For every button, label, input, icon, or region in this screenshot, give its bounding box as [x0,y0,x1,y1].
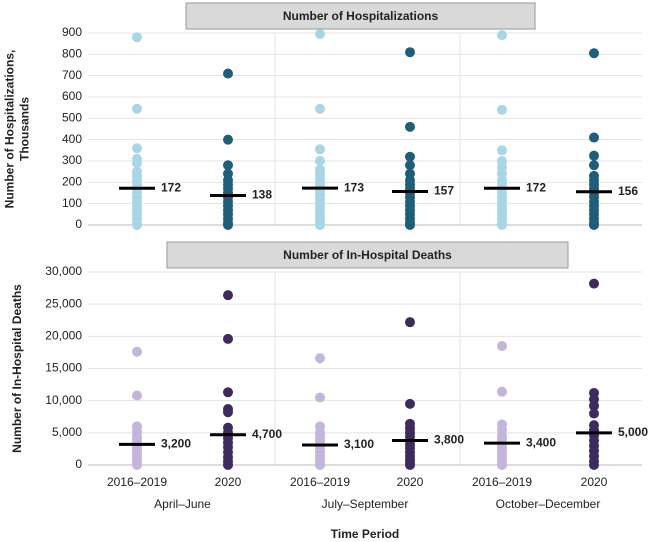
y-tick-label: 20,000 [45,329,82,343]
y-tick-label: 0 [75,457,82,471]
data-point [315,392,325,403]
y-tick-label: 0 [75,217,82,231]
y-tick-label: 25,000 [45,296,82,310]
data-point [223,68,233,79]
data-point [497,460,507,470]
median-label: 3,400 [526,435,556,449]
data-point [223,460,233,470]
y-tick-label: 30,000 [45,264,82,278]
data-point [132,103,142,114]
median-label: 3,800 [434,433,464,447]
y-tick-label: 300 [62,153,82,167]
data-point [315,156,325,166]
data-point [497,104,507,115]
x-tick-label: 2016–2019 [107,475,167,489]
data-point [405,47,415,58]
data-point [223,333,233,344]
data-point [589,460,599,470]
data-point [405,220,415,230]
data-point [405,317,415,328]
data-point [589,48,599,59]
median-label: 172 [526,180,546,194]
data-point [315,220,325,230]
data-point [589,160,599,171]
y-tick-label: 500 [62,111,82,125]
y-tick-label: 900 [62,25,82,39]
y-tick-label: 200 [62,175,82,189]
data-point [223,290,233,301]
data-point [132,158,142,169]
data-point [589,132,599,143]
data-point [132,346,142,357]
data-point [589,408,599,419]
x-tick-label: 2016–2019 [290,475,350,489]
data-point [589,220,599,230]
median-label: 157 [434,184,454,198]
median-label: 5,000 [618,425,648,439]
data-point [589,400,599,411]
group-label: October–December [496,497,601,511]
data-point [315,144,325,155]
data-point [405,151,415,162]
data-point [497,220,507,230]
median-label: 138 [252,188,272,202]
median-label: 3,100 [344,437,374,451]
y-tick-label: 5,000 [52,425,82,439]
title-box [185,2,536,30]
y-tick-label: 800 [62,47,82,61]
data-point [223,407,233,418]
median-label: 172 [161,180,181,194]
data-point [132,460,142,470]
data-point [315,29,325,40]
x-tick-label: 2020 [215,475,242,489]
data-point [497,386,507,397]
y-tick-label: 100 [62,196,82,210]
data-point [497,30,507,41]
panel-title: Number of In-Hospital Deaths [283,248,452,262]
x-axis-title: Time Period [331,527,399,541]
data-point [589,278,599,289]
data-point [589,150,599,161]
x-tick-label: 2020 [581,475,608,489]
data-point [405,460,415,470]
data-point [132,220,142,230]
data-point [497,340,507,351]
data-point [223,134,233,145]
data-point [223,160,233,171]
x-tick-label: 2016–2019 [472,475,532,489]
y-tick-label: 600 [62,89,82,103]
y-tick-label: 700 [62,68,82,82]
data-point [132,143,142,154]
y-axis-title: Thousands [18,97,32,161]
y-axis-title: Number of In-Hospital Deaths [10,284,24,453]
y-axis-title: Number of Hospitalizations, [3,50,17,209]
data-point [405,121,415,132]
x-tick-label: 2020 [397,475,424,489]
median-label: 3,200 [161,437,191,451]
title-box [166,241,569,269]
data-point [223,220,233,230]
group-label: April–June [154,497,211,511]
data-point [315,103,325,114]
data-point [315,353,325,364]
data-point [223,387,233,398]
y-tick-label: 15,000 [45,361,82,375]
median-label: 173 [344,180,364,194]
data-point [405,398,415,409]
y-tick-label: 400 [62,132,82,146]
data-point [132,390,142,401]
y-tick-label: 10,000 [45,393,82,407]
panel-title: Number of Hospitalizations [283,9,439,23]
median-label: 4,700 [252,427,282,441]
data-point [405,160,415,171]
group-label: July–September [322,497,409,511]
data-point [315,460,325,470]
data-point [132,32,142,43]
data-point [497,145,507,156]
median-label: 156 [618,184,638,198]
